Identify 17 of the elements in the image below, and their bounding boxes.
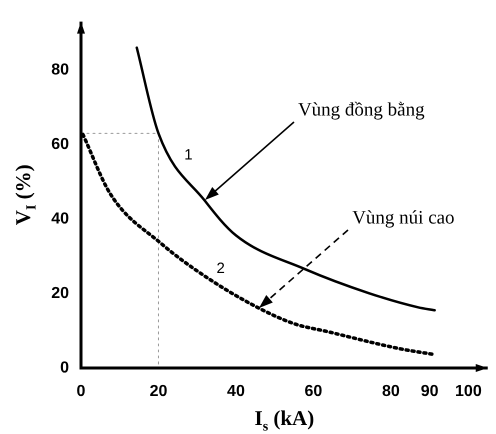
annotation: Vùng núi cao: [352, 207, 455, 228]
y-tick-label: 60: [51, 136, 70, 153]
series-label: 1: [184, 146, 193, 164]
y-tick-label: 0: [60, 359, 70, 376]
x-tick-label: 100: [455, 383, 482, 400]
x-tick-label: 0: [76, 383, 86, 400]
annotation: Vùng đồng bằng: [298, 99, 426, 120]
y-tick-label: 20: [51, 284, 70, 302]
x-tick-label: 90: [420, 383, 439, 400]
x-tick-label: 60: [304, 383, 322, 400]
y-axis-title: VI (%): [11, 164, 40, 226]
series-label: 2: [216, 260, 225, 277]
y-tick-label: 40: [51, 210, 70, 228]
x-tick-label: 80: [382, 383, 400, 400]
x-tick-label: 40: [227, 383, 245, 400]
y-tick-label: 80: [51, 61, 70, 78]
x-tick-label: 20: [150, 383, 168, 400]
